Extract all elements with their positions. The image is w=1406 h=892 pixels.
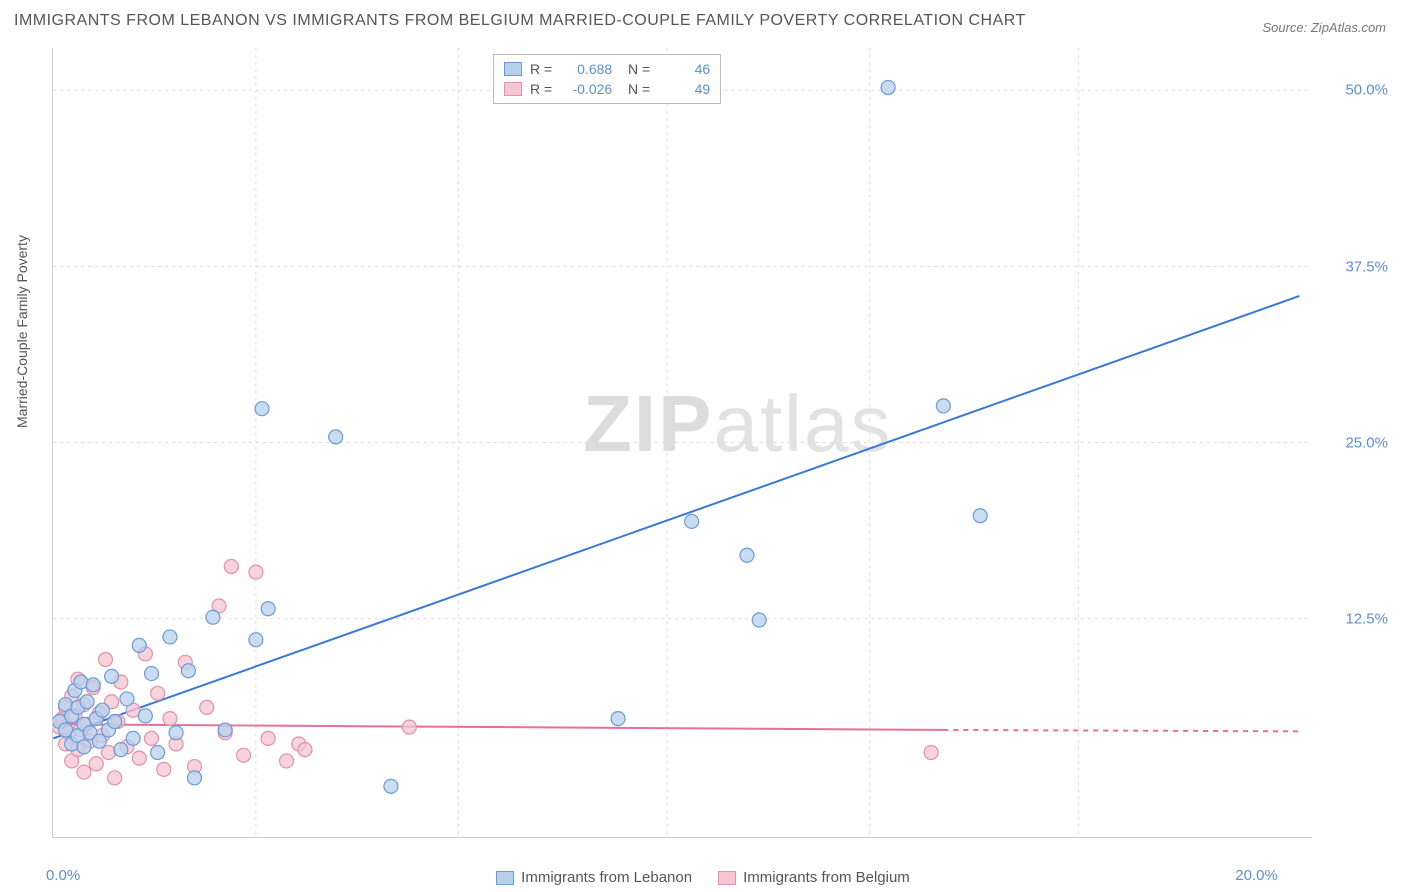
ytick-label: 12.5% — [1345, 611, 1388, 628]
stat-r-0: 0.688 — [560, 59, 612, 79]
ytick-label: 37.5% — [1345, 258, 1388, 275]
stat-n-label: N = — [620, 59, 650, 79]
xtick-label: 0.0% — [46, 867, 80, 884]
yaxis-title: Married-Couple Family Poverty — [14, 235, 30, 428]
plot-svg — [53, 48, 1312, 837]
swatch-lebanon-b — [496, 871, 514, 885]
ytick-label: 25.0% — [1345, 435, 1388, 452]
source-label: Source: ZipAtlas.com — [1262, 20, 1386, 35]
swatch-belgium-b — [718, 871, 736, 885]
legend-label-1: Immigrants from Belgium — [743, 869, 910, 886]
ytick-label: 50.0% — [1345, 82, 1388, 99]
legend-label-0: Immigrants from Lebanon — [521, 869, 692, 886]
chart-title: IMMIGRANTS FROM LEBANON VS IMMIGRANTS FR… — [14, 12, 1026, 30]
plot-area: ZIPatlas R = 0.688 N = 46 R = -0.026 N =… — [52, 48, 1312, 838]
xtick-label: 20.0% — [1235, 867, 1278, 884]
legend-stats-row-1: R = -0.026 N = 49 — [504, 79, 710, 99]
legend-item-1: Immigrants from Belgium — [718, 869, 910, 886]
stat-r-1: -0.026 — [560, 79, 612, 99]
stat-n-0: 46 — [658, 59, 710, 79]
stat-n-label: N = — [620, 79, 650, 99]
swatch-lebanon — [504, 62, 522, 76]
legend-stats: R = 0.688 N = 46 R = -0.026 N = 49 — [493, 54, 721, 104]
legend-stats-row-0: R = 0.688 N = 46 — [504, 59, 710, 79]
swatch-belgium — [504, 82, 522, 96]
legend-bottom: Immigrants from Lebanon Immigrants from … — [0, 869, 1406, 886]
stat-r-label: R = — [530, 59, 552, 79]
stat-r-label: R = — [530, 79, 552, 99]
stat-n-1: 49 — [658, 79, 710, 99]
legend-item-0: Immigrants from Lebanon — [496, 869, 692, 886]
